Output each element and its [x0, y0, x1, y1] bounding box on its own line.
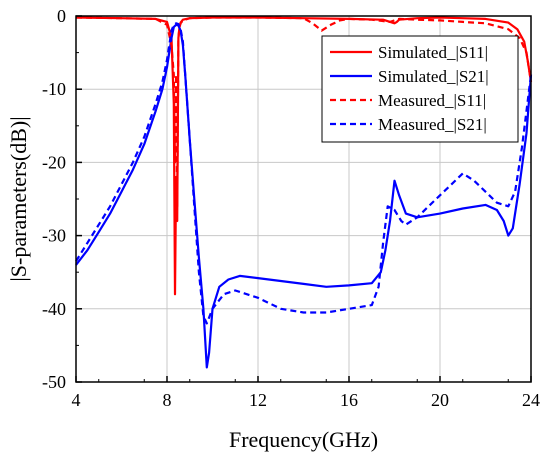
y-tick-label-2: -20 [42, 152, 66, 172]
x-tick-label-4: 20 [431, 390, 449, 410]
series-line-4 [75, 22, 533, 325]
y-axis-label: |S-parameters(dB)| [6, 116, 31, 281]
y-tick-label-0: 0 [57, 6, 66, 26]
y-tick-label-3: -30 [42, 226, 66, 246]
legend-label-2: Simulated_|S21| [378, 67, 489, 86]
legend: Simulated_|S11| Simulated_|S21| Measured_|… [321, 35, 519, 143]
legend-label-1: Simulated_|S11| [378, 43, 488, 62]
x-tick-label-2: 12 [249, 390, 267, 410]
x-tick-label-0: 4 [72, 390, 81, 410]
y-tick-label-5: -50 [42, 372, 66, 392]
legend-label-4: Measured_|S21| [378, 115, 487, 134]
series-line-3 [75, 16, 533, 208]
legend-label-3: Measured_|S11| [378, 91, 486, 110]
x-tick-label-5: 24 [522, 390, 540, 410]
y-tick-label-4: -40 [42, 299, 66, 319]
x-axis-label: Frequency(GHz) [229, 427, 378, 452]
x-tick-label-1: 8 [163, 390, 172, 410]
ticks: 4 8 12 16 20 24 0 -10 -20 -30 -40 -50 [42, 6, 540, 410]
series-layer [75, 16, 533, 369]
x-tick-label-3: 16 [340, 390, 358, 410]
series-line-2 [75, 23, 533, 369]
y-tick-label-1: -10 [42, 79, 66, 99]
